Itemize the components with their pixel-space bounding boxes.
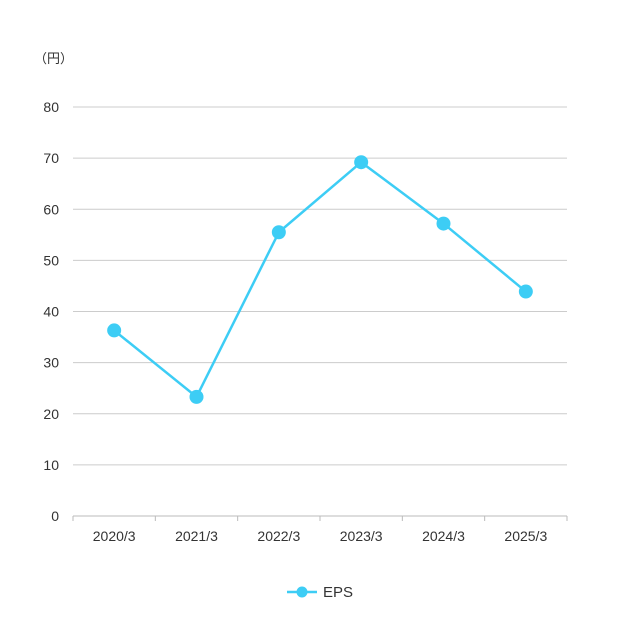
y-tick-label: 40 xyxy=(43,304,59,320)
x-tick-label: 2023/3 xyxy=(340,528,383,544)
data-point-eps[interactable] xyxy=(436,216,451,231)
y-tick-label: 70 xyxy=(43,150,59,166)
data-point-eps[interactable] xyxy=(518,284,533,299)
x-axis-tick-labels: 2020/3 2021/3 2022/3 2023/3 2024/3 2025/3 xyxy=(93,528,548,544)
y-tick-label: 80 xyxy=(43,99,59,115)
data-point-eps[interactable] xyxy=(354,155,369,170)
y-tick-label: 30 xyxy=(43,355,59,371)
x-axis xyxy=(72,515,568,521)
y-tick-label: 60 xyxy=(43,201,59,217)
y-axis-tick-labels: 0 10 20 30 40 50 60 70 80 xyxy=(43,99,59,524)
data-point-eps[interactable] xyxy=(107,323,122,338)
series-eps xyxy=(107,155,533,404)
x-tick-label: 2022/3 xyxy=(257,528,300,544)
grid-lines xyxy=(73,106,567,466)
data-point-eps[interactable] xyxy=(189,389,204,404)
x-tick-label: 2024/3 xyxy=(422,528,465,544)
legend-label-eps: EPS xyxy=(323,584,353,601)
series-line-eps xyxy=(113,160,527,399)
y-tick-label: 0 xyxy=(51,508,59,524)
y-tick-label: 50 xyxy=(43,252,59,268)
y-axis-unit-label: （円） xyxy=(34,52,73,67)
x-tick-label: 2025/3 xyxy=(504,528,547,544)
legend-dot-marker xyxy=(296,586,308,598)
y-tick-label: 10 xyxy=(43,457,59,473)
legend[interactable]: EPS xyxy=(287,584,353,601)
y-tick-label: 20 xyxy=(43,406,59,422)
x-tick-label: 2021/3 xyxy=(175,528,218,544)
x-tick-label: 2020/3 xyxy=(93,528,136,544)
data-point-eps[interactable] xyxy=(271,225,286,240)
